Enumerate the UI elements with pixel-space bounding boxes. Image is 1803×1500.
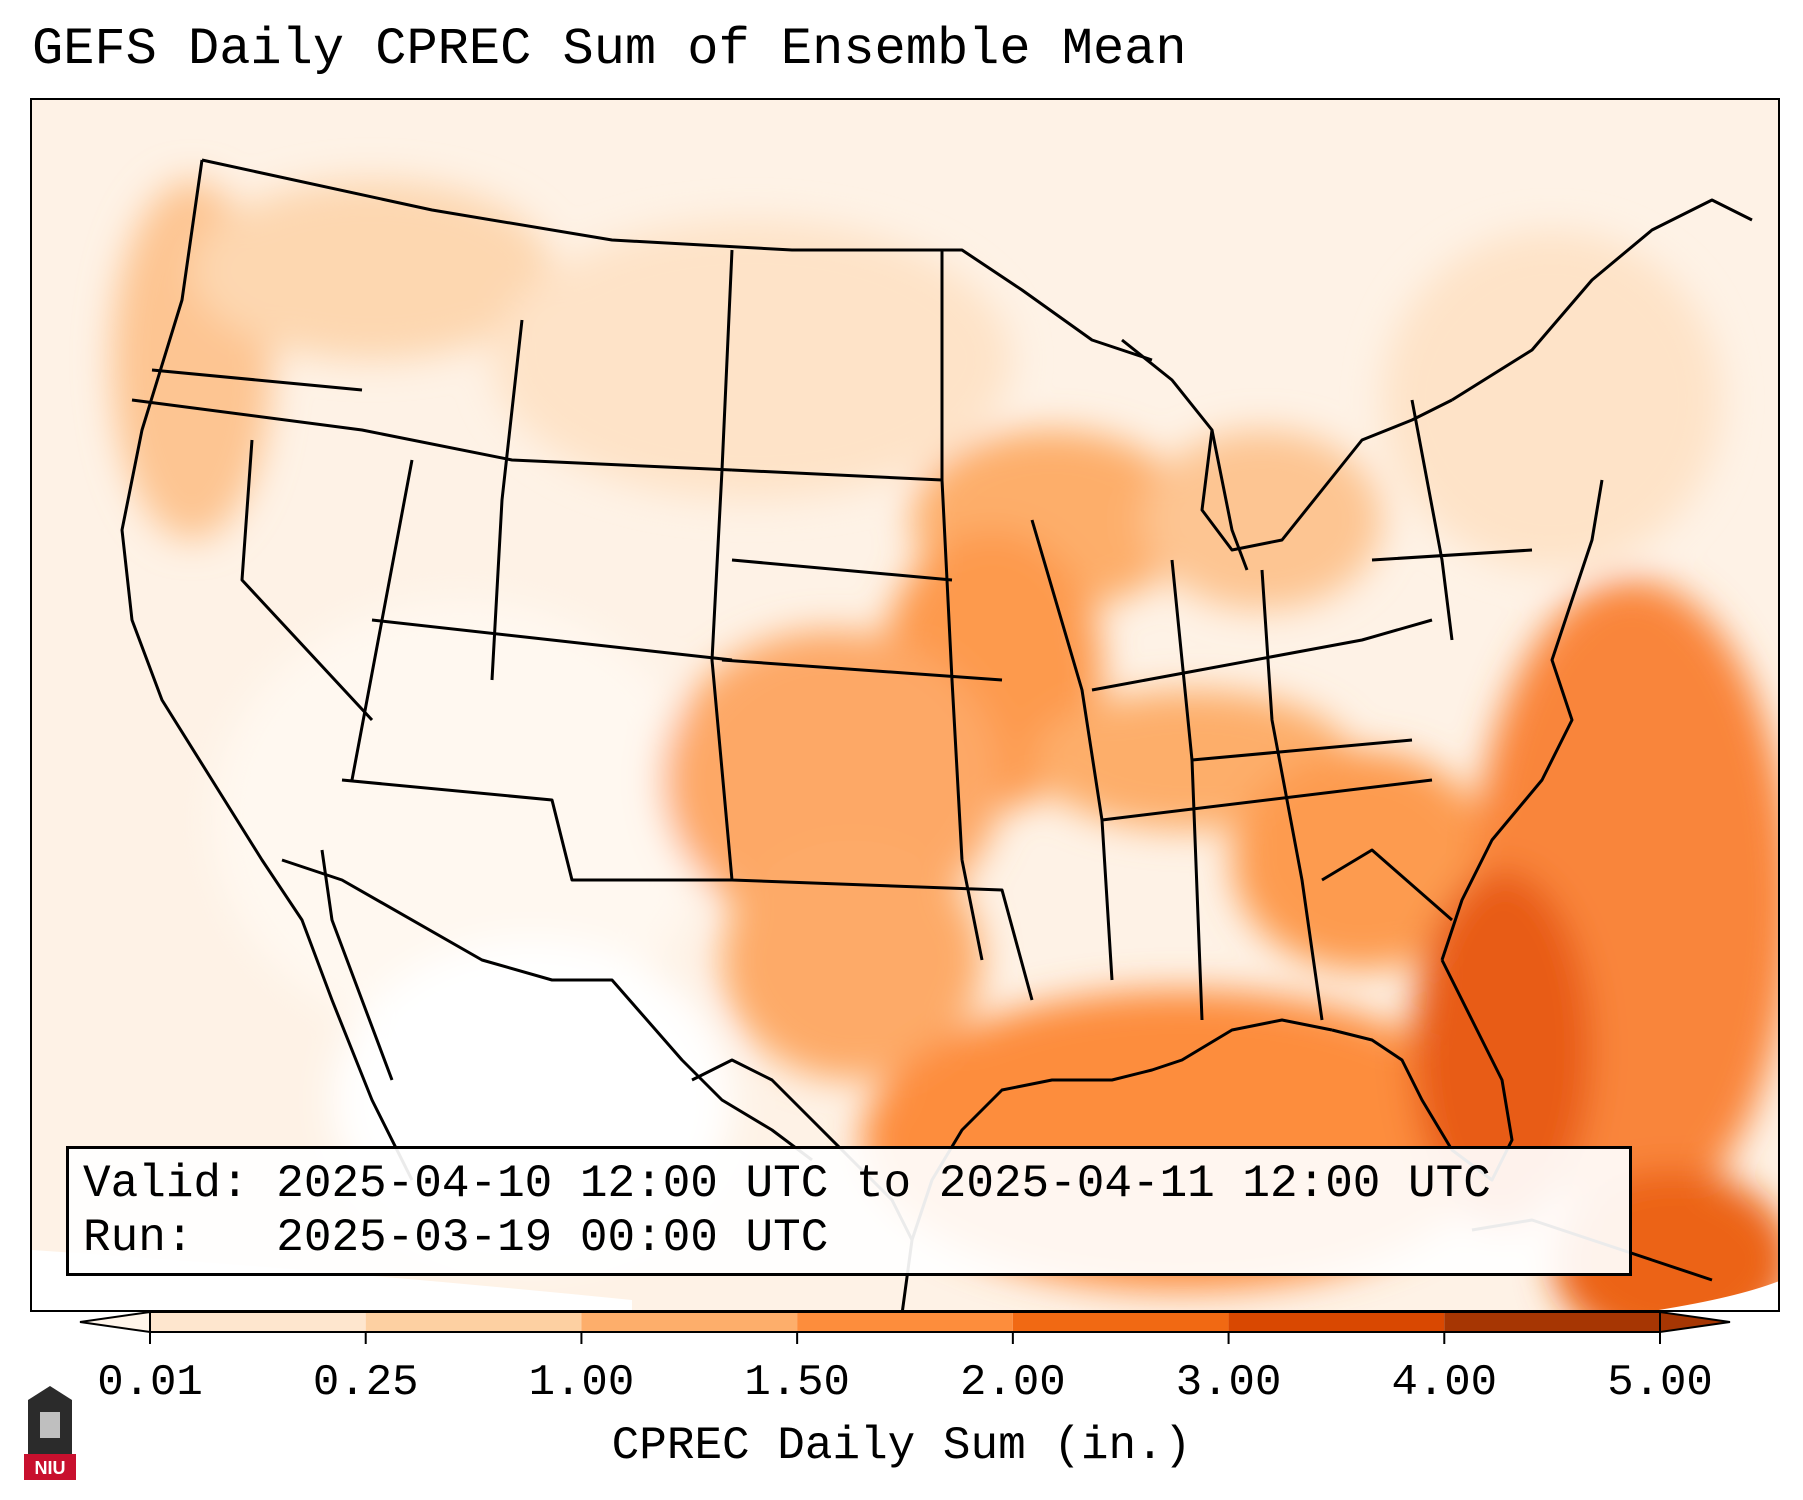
valid-time-text: Valid: 2025-04-10 12:00 UTC to 2025-04-1… — [83, 1158, 1491, 1210]
field-great-lakes — [1142, 430, 1382, 610]
colorbar-tick-label: 5.00 — [1607, 1358, 1713, 1408]
colorbar-tick-label: 0.25 — [312, 1358, 419, 1408]
field-florida-coast — [1412, 870, 1592, 1230]
colorbar-extend-high — [1659, 1310, 1731, 1334]
state-lines-east — [1030, 399, 1533, 1021]
colorbar-tick-label: 1.00 — [528, 1358, 635, 1408]
logo-text: NIU — [35, 1458, 66, 1478]
logo-window — [40, 1412, 60, 1438]
colorbar-outline — [149, 1311, 1661, 1333]
us-canada-border — [201, 158, 1153, 362]
colorbar-tick-label: 1.50 — [744, 1358, 850, 1408]
field-kansas-oklahoma — [662, 630, 1002, 930]
colorbar-ticks — [149, 1332, 1661, 1344]
field-southeast — [1232, 750, 1492, 970]
colorbar — [79, 1310, 1731, 1344]
colorbar-tick-label: 0.01 — [97, 1358, 203, 1408]
east-coast-line — [1440, 479, 1604, 961]
state-lines-west — [131, 319, 733, 882]
boundaries — [120, 158, 1753, 1310]
mexico-border — [281, 858, 813, 1162]
colorbar-segment — [1228, 1312, 1445, 1332]
colorbar-segment — [150, 1312, 366, 1332]
field-northwest — [192, 180, 552, 360]
colorbar-segment — [365, 1312, 582, 1332]
logo-banner — [24, 1454, 76, 1480]
map-title: GEFS Daily CPREC Sum of Ensemble Mean — [32, 20, 1187, 79]
field-northeast — [1382, 230, 1722, 570]
projection-edge-right — [1658, 1281, 1778, 1310]
field-northern-plains — [492, 220, 1012, 500]
field-texas — [722, 840, 982, 1080]
colorbar-segment — [797, 1312, 1013, 1332]
colorbar-tick-label: 2.00 — [960, 1358, 1066, 1408]
colorbar-tick-label: 4.00 — [1391, 1358, 1498, 1408]
northeast-coast — [1451, 198, 1753, 402]
colorbar-extend-low — [79, 1310, 151, 1334]
colorbar-label: CPREC Daily Sum (in.) — [611, 1420, 1192, 1472]
map-panel — [30, 98, 1780, 1312]
colorbar-segment — [1444, 1312, 1660, 1332]
niu-logo: NIU — [24, 1386, 76, 1480]
valid-run-info: Valid: 2025-04-10 12:00 UTC to 2025-04-1… — [66, 1146, 1632, 1276]
precip-map — [32, 100, 1778, 1310]
state-lines-central — [710, 249, 1034, 1001]
colorbar-segment — [1012, 1312, 1229, 1332]
logo-roof — [28, 1386, 72, 1400]
west-coast-line — [120, 159, 414, 1181]
baja-line — [320, 849, 394, 1081]
great-lakes-outline — [1121, 338, 1453, 552]
run-time-text: Run: 2025-03-19 00:00 UTC — [83, 1212, 829, 1264]
colorbar-segment — [581, 1312, 798, 1332]
lake-michigan — [1210, 429, 1249, 571]
colorbar-segments — [79, 1310, 1731, 1334]
colorbar-tick-label: 3.00 — [1175, 1358, 1282, 1408]
